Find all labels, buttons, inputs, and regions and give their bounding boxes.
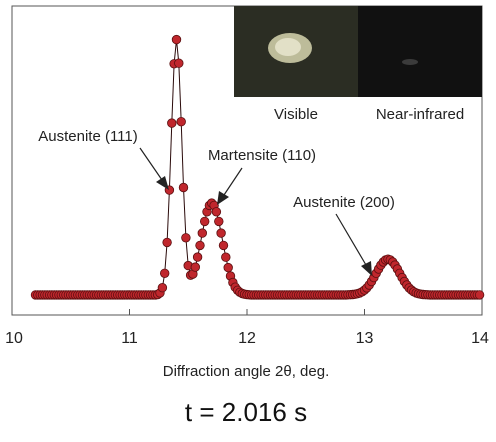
data-point	[162, 237, 172, 248]
annotation-austenite-111-arrowhead	[156, 176, 169, 190]
near-infrared-label: Near-infrared	[376, 106, 464, 123]
inset-panel: Visible Near-infrared	[234, 6, 482, 123]
data-point	[167, 118, 177, 128]
x-tick-label: 10	[5, 330, 23, 347]
annotation-austenite-200-text: Austenite (200)	[293, 194, 395, 211]
data-point	[178, 182, 189, 193]
annotation-austenite-200-arrowhead	[361, 261, 372, 276]
x-tick-label: 14	[471, 330, 489, 347]
near-infrared-image	[358, 6, 482, 97]
x-tick-label: 11	[121, 330, 138, 347]
annotation-martensite-110-arrowhead	[217, 191, 229, 205]
x-axis-ticks: 10 11 12 13 14	[5, 309, 489, 347]
data-point	[199, 216, 210, 227]
annotation-martensite-110-text: Martensite (110)	[208, 147, 316, 164]
data-point	[181, 233, 191, 243]
visible-label: Visible	[274, 106, 318, 123]
x-tick-label: 12	[238, 330, 256, 347]
data-point	[192, 252, 203, 262]
x-axis-label: Diffraction angle 2θ, deg.	[163, 363, 330, 380]
data-point	[190, 262, 201, 272]
data-point	[195, 240, 205, 251]
data-point	[159, 268, 170, 279]
data-point	[174, 58, 184, 68]
data-layer	[30, 34, 485, 300]
data-point	[171, 34, 182, 45]
data-point	[223, 262, 233, 273]
data-point	[216, 228, 226, 238]
annotation-austenite-111: Austenite (111)	[38, 128, 169, 190]
data-point	[197, 228, 208, 238]
data-point	[218, 240, 229, 251]
data-point	[176, 116, 186, 127]
annotation-austenite-200-arrow	[335, 213, 367, 266]
near-infrared-spot	[402, 59, 418, 65]
x-tick-label: 13	[356, 330, 374, 347]
annotation-martensite-110: Martensite (110)	[208, 147, 316, 205]
visible-specimen-core	[275, 38, 301, 56]
data-point	[221, 252, 231, 262]
annotation-martensite-110-arrow	[223, 167, 243, 196]
annotation-austenite-111-text: Austenite (111)	[38, 128, 138, 145]
time-label: t = 2.016 s	[185, 397, 307, 427]
annotation-austenite-200: Austenite (200)	[293, 194, 395, 276]
data-point	[211, 207, 222, 217]
data-point	[157, 283, 168, 293]
annotation-austenite-111-arrow	[139, 147, 163, 181]
data-point	[474, 290, 485, 300]
data-point	[214, 216, 224, 227]
